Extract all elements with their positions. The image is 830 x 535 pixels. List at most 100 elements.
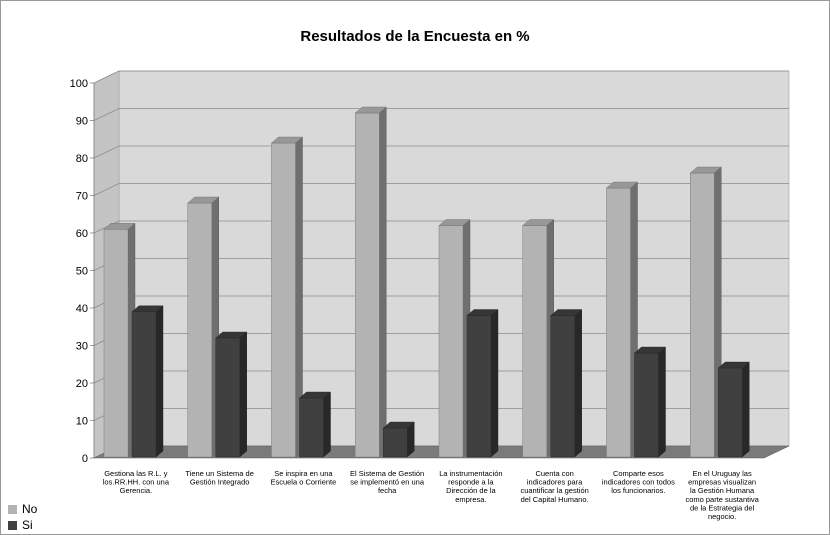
x-tick-label-line: se implementó en una	[350, 478, 425, 487]
bar-side-no	[379, 106, 387, 458]
x-tick-label: Cuenta con indicadores para cuantificar la…	[520, 469, 588, 504]
y-tick-label: 90	[76, 116, 88, 128]
x-tick-label: Gestiona las R.L. y los.RR.HH. con una Ger…	[103, 469, 170, 495]
legend-label-si: Si	[22, 518, 33, 532]
x-tick-label-line: empresa.	[455, 495, 486, 504]
x-tick-label-line: negocio.	[708, 512, 736, 521]
y-tick-label: 10	[76, 416, 88, 428]
legend-swatch-si	[8, 520, 17, 530]
bar-no	[522, 225, 547, 458]
bar-top-no	[438, 219, 471, 226]
y-tick-label: 50	[76, 266, 88, 278]
x-tick-label-line: Cuenta con	[535, 469, 573, 478]
bar-si	[466, 315, 492, 458]
x-tick-label-line: responde a la	[448, 478, 494, 487]
y-tick-label: 100	[70, 78, 88, 90]
bar-si	[718, 367, 743, 458]
x-tick-label-line: Tiene un Sistema de	[185, 469, 254, 478]
legend-swatch-no	[8, 504, 17, 514]
bar-si	[215, 337, 240, 458]
x-tick-label-line: Gestión Integrado	[190, 478, 250, 487]
bar-si	[383, 427, 408, 458]
x-tick-label-line: Gestiona las R.L. y	[104, 469, 168, 478]
gridline	[93, 108, 789, 121]
gridline	[93, 145, 789, 159]
y-tick-label: 0	[82, 453, 88, 465]
bar-si	[299, 397, 324, 458]
x-tick-label-line: indicadores para	[527, 478, 583, 487]
y-tick-label: 30	[76, 341, 88, 353]
x-tick-label-line: fecha	[378, 486, 397, 495]
bar-top-si	[382, 421, 415, 429]
x-tick-label-line: Escuela o Corriente	[270, 478, 336, 487]
x-tick-label-line: como parte sustantiva	[685, 495, 759, 504]
y-tick-label: 20	[76, 378, 88, 390]
bar-si	[634, 352, 659, 458]
x-tick-label-line: cuantificar la gestión	[520, 486, 588, 495]
bar-top-si	[215, 331, 248, 339]
x-tick-label-line: empresas visualizan	[688, 478, 756, 487]
bar-side-si	[323, 391, 331, 458]
x-tick-label: La instrumentación responde a la Dirección…	[439, 469, 502, 504]
legend-item-si: Si	[8, 517, 37, 533]
x-tick-label-line: Se inspira en una	[274, 469, 333, 478]
bar-top-si	[633, 346, 667, 354]
bar-top-si	[717, 361, 750, 369]
y-tick-label: 70	[76, 191, 88, 203]
gridline	[93, 70, 789, 84]
bar-top-no	[103, 223, 136, 230]
x-tick-label: En el Uruguay las empresas visualizan la G…	[685, 469, 759, 521]
y-tick-label: 60	[76, 228, 88, 240]
bar-side-si	[155, 305, 164, 458]
x-tick-label-line: El Sistema de Gestión	[350, 469, 424, 478]
bar-no	[690, 172, 715, 458]
bar-top-si	[466, 309, 499, 316]
gridline	[93, 183, 789, 196]
x-tick-label-line: indicadores con todos	[602, 478, 675, 487]
legend-label-no: No	[22, 502, 38, 516]
bar-top-no	[187, 196, 220, 204]
x-tick-label-line: los funcionarios.	[611, 486, 665, 495]
x-tick-label-line: Dirección de la	[446, 486, 496, 495]
bar-no	[438, 225, 464, 458]
bar-side-si	[658, 346, 666, 458]
bar-top-no	[522, 219, 555, 226]
x-tick-label: El Sistema de Gestión se implementó en un…	[350, 469, 425, 495]
x-tick-label: Comparte esos indicadores con todos los fu…	[602, 469, 675, 495]
bar-top-no	[605, 181, 639, 189]
bar-no	[187, 202, 212, 458]
x-tick-label-line: La instrumentación	[439, 469, 502, 478]
x-tick-label-line: Comparte esos	[613, 469, 664, 478]
y-tick-label: 40	[76, 303, 88, 315]
bar-top-si	[550, 309, 583, 316]
chart-title: Resultados de la Encuesta en %	[300, 28, 529, 45]
x-tick-label-line: del Capital Humano.	[521, 495, 589, 504]
x-tick-label-line: Gerencia.	[120, 486, 153, 495]
bar-side-si	[742, 361, 750, 458]
x-tick-label: Se inspira en una Escuela o Corriente	[270, 469, 336, 487]
bar-no	[355, 112, 380, 458]
bar-no	[606, 187, 631, 458]
bar-side-si	[239, 331, 247, 458]
x-tick-label-line: En el Uruguay las	[693, 469, 752, 478]
bar-side-si	[490, 309, 499, 458]
x-tick-label-line: los.RR.HH. con una	[103, 478, 170, 487]
bar-si	[131, 311, 157, 458]
bar-si	[550, 315, 575, 458]
x-tick-label: Tiene un Sistema de Gestión Integrado	[185, 469, 254, 487]
x-tick-label-line: de la Estrategia del	[690, 503, 755, 512]
y-tick-label: 80	[76, 153, 88, 165]
legend-item-no: No	[8, 501, 37, 517]
gridline	[93, 220, 789, 234]
bar-no	[103, 229, 129, 458]
bar-side-si	[574, 309, 582, 458]
bar-top-no	[270, 136, 304, 144]
bar-top-si	[131, 305, 164, 312]
bar-top-no	[354, 106, 387, 114]
bar-no	[271, 142, 296, 458]
legend: No Si	[8, 501, 37, 533]
bar-top-no	[689, 166, 722, 174]
bar-top-si	[298, 391, 332, 399]
